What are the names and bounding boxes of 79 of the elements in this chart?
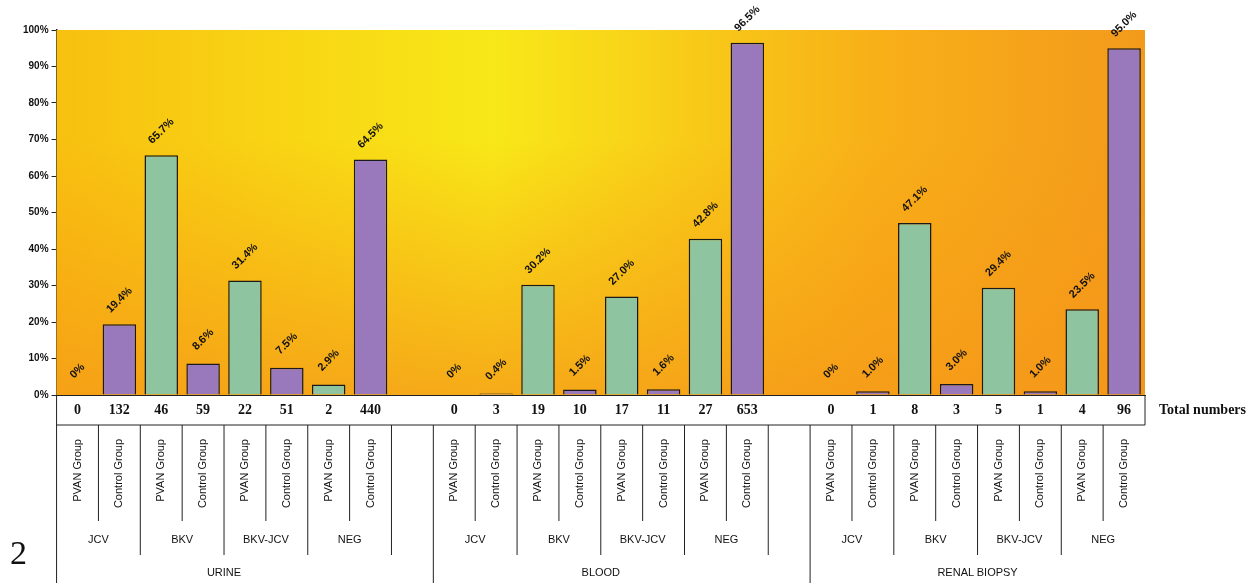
text: 0 [827, 401, 835, 417]
x-tick-label: PVAN Group [991, 439, 1004, 502]
text: 17 [614, 401, 629, 417]
y-tick-label: 40% [28, 242, 49, 254]
text: 132 [108, 401, 130, 417]
text: NEG [337, 533, 362, 546]
x-tick-label: Control Group [656, 439, 669, 509]
text: 2 [325, 401, 333, 417]
y-tick-label: 0% [34, 388, 49, 400]
text: BKV-JCV [619, 533, 667, 546]
text: JCV [841, 533, 864, 546]
y-tick-label: 90% [28, 60, 49, 72]
x-tick-label: PVAN Group [698, 439, 711, 502]
x-tick-label: PVAN Group [531, 439, 544, 502]
y-tick-label: 70% [28, 133, 49, 145]
x-tick-label: Control Group [112, 439, 125, 509]
text: 653 [736, 401, 758, 417]
text: BKV-JCV [996, 533, 1043, 546]
x-tick-label: PVAN Group [1075, 439, 1088, 502]
text: 19 [530, 401, 545, 417]
text: JCV [88, 533, 110, 546]
x-tick-label: PVAN Group [907, 439, 920, 502]
x-tick-label: Control Group [572, 439, 585, 509]
text: 51 [279, 401, 294, 417]
x-tick-label: Control Group [1117, 439, 1130, 509]
text: 3 [953, 401, 961, 417]
text: JCV [464, 533, 487, 546]
y-tick-label: 10% [28, 352, 49, 364]
text: BKV [171, 533, 194, 546]
text: 8 [911, 401, 919, 417]
x-tick-label: Control Group [196, 439, 209, 509]
text: 0 [450, 401, 458, 417]
text: 1 [869, 401, 877, 417]
text: NEG [714, 533, 739, 546]
x-tick-label: Control Group [363, 439, 376, 509]
text: 96 [1117, 401, 1132, 417]
x-tick-label: Control Group [949, 439, 962, 509]
text: 5 [994, 401, 1002, 417]
x-tick-label: Control Group [1033, 439, 1046, 509]
y-tick-label: 100% [23, 23, 49, 35]
text: 1 [1036, 401, 1044, 417]
x-tick-label: PVAN Group [614, 439, 627, 502]
x-tick-label: Control Group [865, 439, 878, 509]
text: 46 [154, 401, 169, 417]
text: BKV [924, 533, 948, 546]
text: Total numbers [1159, 401, 1247, 417]
text: 440 [360, 401, 382, 417]
text: 22 [237, 401, 252, 417]
x-tick-label: PVAN Group [154, 439, 167, 502]
text: 10 [572, 401, 587, 417]
y-tick-label: 50% [28, 206, 49, 218]
text: 4 [1078, 401, 1086, 417]
data-label: 0% [66, 360, 87, 381]
y-tick-label: 80% [28, 96, 49, 108]
x-tick-label: PVAN Group [321, 439, 334, 502]
text: RENAL BIOPSY [937, 566, 1019, 579]
x-tick-label: Control Group [740, 439, 753, 509]
text: 11 [656, 401, 671, 417]
x-tick-label: Control Group [489, 439, 502, 509]
y-tick-label: 20% [28, 315, 49, 327]
text: BLOOD [581, 566, 621, 579]
data-label: 0% [820, 360, 841, 381]
text: URINE [206, 566, 242, 579]
x-tick-label: PVAN Group [237, 439, 250, 502]
text: 27 [698, 401, 713, 417]
y-tick-label: 60% [28, 169, 49, 181]
text: BKV [547, 533, 571, 546]
y-tick-label: 30% [28, 279, 49, 291]
text: BKV-JCV [242, 533, 290, 546]
x-tick-label: Control Group [279, 439, 292, 509]
data-label: 0% [443, 360, 464, 381]
x-tick-label: PVAN Group [824, 439, 837, 502]
x-tick-label: PVAN Group [70, 439, 83, 502]
text: 59 [196, 401, 211, 417]
text: NEG [1091, 533, 1116, 546]
x-tick-label: PVAN Group [447, 439, 460, 502]
text: 2 [10, 533, 27, 571]
text: 3 [492, 401, 500, 417]
text: 0 [74, 401, 82, 417]
